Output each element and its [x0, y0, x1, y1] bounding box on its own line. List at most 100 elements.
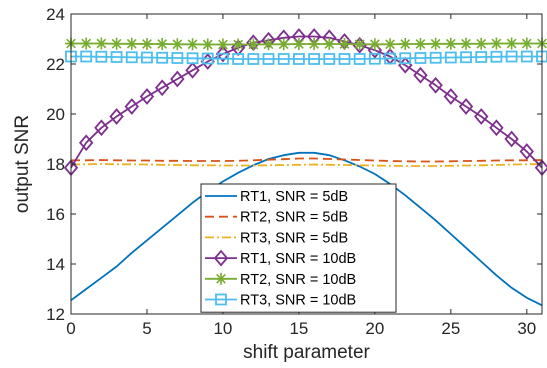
series-6-point	[414, 52, 427, 64]
legend-item: RT1, SNR = 5dB	[205, 189, 348, 205]
legend-label: RT3, SNR = 5dB	[240, 230, 348, 246]
x-tick-label: 15	[289, 319, 308, 338]
legend-box	[200, 183, 397, 313]
legend-label: RT2, SNR = 5dB	[240, 210, 348, 226]
series-5-point	[80, 37, 93, 50]
legend: RT1, SNR = 5dB RT2, SNR = 5dB RT3, SNR = 5…	[200, 183, 397, 313]
legend-label: RT2, SNR = 10dB	[240, 272, 356, 288]
series-4-point	[504, 130, 519, 148]
series-5-point	[384, 38, 397, 51]
x-axis-label: shift parameter	[243, 342, 370, 363]
x-tick-label: 30	[517, 319, 536, 338]
series-line-1	[70, 151, 543, 307]
series-3	[70, 163, 543, 167]
series-4-point	[154, 79, 170, 97]
series-6-point	[353, 53, 366, 65]
series-5-point	[171, 38, 184, 51]
series-6-point	[217, 52, 229, 65]
series-5-point	[429, 37, 442, 50]
series-5-point	[490, 37, 503, 50]
axes-layer: 0 5 10 15 20 25 30 12 14 16 18 20 22 24	[46, 5, 543, 338]
y-tick-label: 22	[46, 55, 65, 74]
series-6-point	[444, 51, 457, 64]
y-tick-label: 24	[46, 5, 65, 24]
series-5-point	[399, 38, 412, 50]
series-5-point	[414, 38, 427, 50]
series-line-6	[71, 55, 542, 60]
series-5-point	[292, 38, 305, 50]
series-5-point	[505, 37, 518, 50]
series-4-point	[413, 66, 428, 84]
x-tick-label: 10	[213, 319, 232, 338]
series-6-point	[429, 51, 442, 64]
series-5-point	[125, 37, 138, 50]
legend-item: RT3, SNR = 10dB	[205, 293, 356, 309]
series-6-point	[277, 53, 290, 65]
series-6-point	[323, 53, 336, 65]
legend-label: RT1, SNR = 10dB	[240, 251, 356, 267]
series-5-point	[308, 38, 321, 50]
legend-item: RT3, SNR = 5dB	[205, 230, 348, 246]
series-5-point	[95, 37, 108, 50]
series-5-point	[186, 38, 199, 51]
series-6-point	[247, 53, 260, 65]
y-tick-label: 14	[46, 255, 65, 274]
series-4-point	[94, 119, 109, 137]
series-6-point	[95, 50, 108, 63]
series-5-point	[444, 37, 457, 50]
legend-item: RT2, SNR = 10dB	[205, 272, 356, 288]
legend-marker	[215, 293, 227, 306]
series-5-point	[353, 38, 366, 51]
series-5-point	[460, 37, 473, 50]
series-6-point	[460, 51, 472, 64]
y-tick-label: 16	[46, 205, 65, 224]
series-6-point	[338, 53, 351, 65]
series-5-point	[262, 38, 275, 51]
series-5-point	[368, 38, 381, 51]
series-4-point	[519, 143, 534, 160]
series-5-point	[277, 38, 290, 51]
series-2	[71, 157, 543, 163]
series-4-point	[124, 98, 139, 115]
series-5-point	[156, 38, 169, 50]
series-4-point	[79, 134, 94, 152]
series-6-point	[201, 52, 214, 65]
y-axis-label: output SNR	[12, 115, 33, 213]
series-6-point	[141, 51, 153, 64]
series-5-point	[216, 38, 229, 51]
series-6-point	[490, 50, 503, 63]
series-6-point	[293, 53, 305, 65]
series-5-point	[520, 37, 533, 50]
series-4-point	[109, 108, 124, 125]
series-6-point	[262, 53, 275, 65]
series-5-point	[140, 38, 153, 50]
series-layer	[63, 28, 547, 307]
series-5-point	[110, 37, 123, 50]
series-6-point	[475, 51, 488, 63]
series-4-point	[458, 98, 474, 115]
series-line-4	[70, 35, 543, 169]
series-line-2	[71, 157, 543, 163]
series-6-point	[186, 52, 199, 65]
y-tick-label: 18	[46, 155, 65, 174]
legend-label: RT1, SNR = 5dB	[240, 189, 348, 205]
series-5-point	[475, 37, 488, 50]
series-6	[65, 50, 547, 65]
series-6-point	[520, 50, 533, 63]
series-6-point	[156, 51, 169, 64]
x-tick-label: 5	[142, 319, 151, 338]
series-6-point	[125, 51, 138, 64]
series-6-point	[384, 52, 396, 65]
legend-marker	[213, 249, 229, 267]
series-5-point	[338, 38, 351, 50]
series-6-point	[110, 51, 123, 63]
legend-item: RT1, SNR = 10dB	[205, 249, 356, 267]
series-4-point	[428, 76, 443, 94]
series-4-point	[352, 36, 367, 54]
y-tick-label: 20	[46, 105, 65, 124]
series-4-point	[139, 88, 155, 105]
series-5	[65, 37, 547, 51]
series-6-point	[399, 52, 412, 65]
x-tick-label: 25	[441, 319, 460, 338]
